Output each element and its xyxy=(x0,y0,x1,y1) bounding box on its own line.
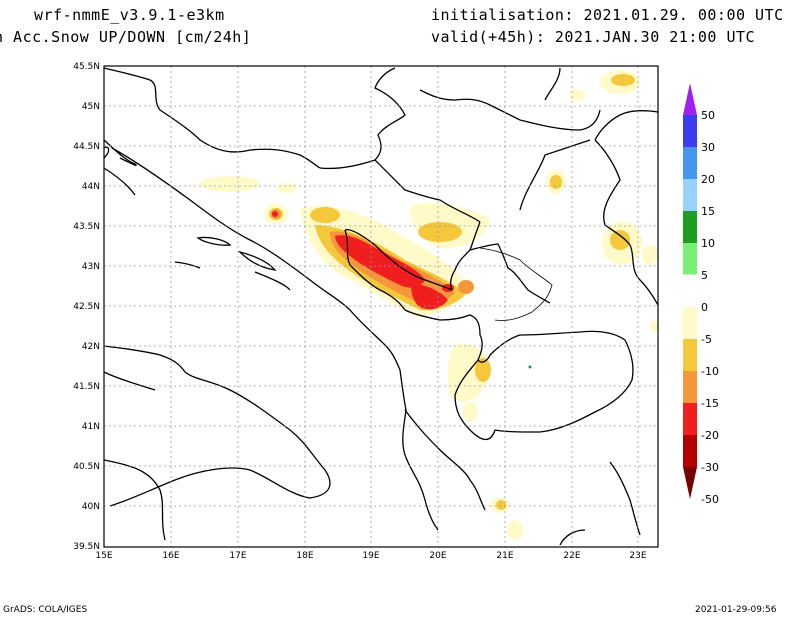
colorbar-swatch xyxy=(683,339,697,371)
coastlines-and-borders xyxy=(103,67,659,546)
lat-label: 45N xyxy=(82,102,100,112)
colorbar-label: 20 xyxy=(701,173,715,186)
colorbar-top-arrow xyxy=(683,83,697,115)
lat-label: 43.5N xyxy=(73,222,100,232)
lat-label: 42N xyxy=(82,342,100,352)
colorbar-label: -30 xyxy=(701,461,719,474)
colorbar-swatch xyxy=(683,179,697,211)
colorbar-label: -20 xyxy=(701,429,719,442)
colorbar-swatch xyxy=(683,115,697,147)
lat-label: 43N xyxy=(82,262,100,272)
lat-label: 40N xyxy=(82,502,100,512)
valid-time: valid(+45h): 2021.JAN.30 21:00 UTC xyxy=(431,28,756,46)
colorbar-label: 50 xyxy=(701,109,715,122)
colorbar-label: 5 xyxy=(701,269,708,282)
init-time: initialisation: 2021.01.29. 00:00 UTC xyxy=(431,6,784,24)
colorbar-swatch xyxy=(683,211,697,243)
footer-timestamp: 2021-01-29-09:56 xyxy=(695,605,777,615)
lon-label: 23E xyxy=(629,551,646,561)
lon-label: 17E xyxy=(229,551,246,561)
colorbar-swatch xyxy=(682,274,698,308)
lat-label: 41.5N xyxy=(73,382,100,392)
lon-label: 15E xyxy=(95,551,112,561)
lon-label: 20E xyxy=(429,551,446,561)
footer-credit: GrADS: COLA/IGES xyxy=(3,605,88,615)
lon-label: 19E xyxy=(362,551,379,561)
graticule xyxy=(104,66,658,547)
model-title: wrf-nmmE_v3.9.1-e3km xyxy=(34,6,225,24)
lat-label: 44.5N xyxy=(73,142,100,152)
lat-label: 41N xyxy=(82,422,100,432)
lat-label: 40.5N xyxy=(73,462,100,472)
plot-frame xyxy=(103,65,659,548)
lon-label: 18E xyxy=(296,551,313,561)
colorbar-label: -5 xyxy=(701,333,712,346)
lon-label: 22E xyxy=(563,551,580,561)
lon-labels: 15E 16E 17E 18E 19E 20E 21E 22E 23E xyxy=(95,551,646,561)
colorbar-swatch xyxy=(683,371,697,403)
colorbar-label: 15 xyxy=(701,205,715,218)
colorbar-label: -10 xyxy=(701,365,719,378)
colorbar-swatch xyxy=(683,403,697,435)
colorbar-swatch xyxy=(683,243,697,275)
lon-label: 16E xyxy=(162,551,179,561)
lat-label: 39.5N xyxy=(73,542,100,552)
lat-label: 42.5N xyxy=(73,302,100,312)
lat-label: 44N xyxy=(82,182,100,192)
lat-label: 45.5N xyxy=(73,62,100,72)
lon-label: 21E xyxy=(496,551,513,561)
colorbar-bottom-arrow xyxy=(683,467,697,499)
lat-labels: 45.5N 45N 44.5N 44N 43.5N 43N 42.5N 42N … xyxy=(73,62,100,552)
colorbar-label: 0 xyxy=(701,301,708,314)
colorbar-swatch xyxy=(683,147,697,179)
colorbar-label: 10 xyxy=(701,237,715,250)
colorbar-swatch xyxy=(683,307,697,339)
variable-title: n Acc.Snow UP/DOWN [cm/24h] xyxy=(0,28,252,46)
colorbar-label: -50 xyxy=(701,493,719,506)
colorbar-label: 30 xyxy=(701,141,715,154)
colorbar-swatch xyxy=(683,435,697,467)
colorbar-label: -15 xyxy=(701,397,719,410)
